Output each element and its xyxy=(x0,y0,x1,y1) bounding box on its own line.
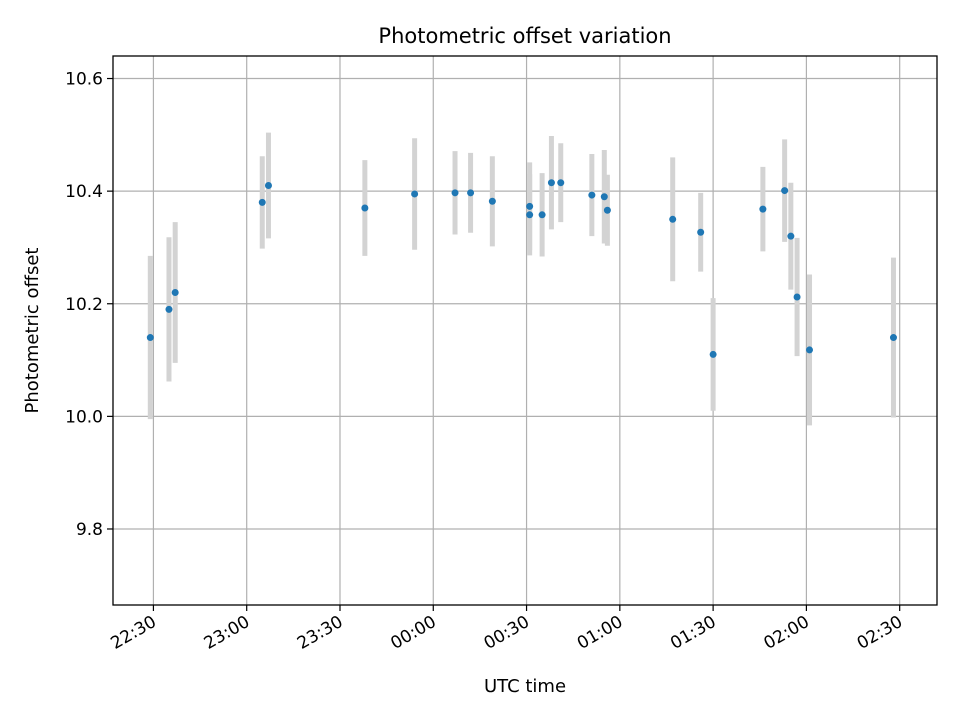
plot-frame xyxy=(112,55,938,606)
y-tick-label: 10.0 xyxy=(65,407,103,427)
data-point xyxy=(697,228,705,236)
data-point xyxy=(526,211,534,219)
data-point xyxy=(557,179,565,187)
data-point xyxy=(451,189,459,197)
x-tick-label: 02:00 xyxy=(760,612,812,654)
x-axis-ticks: 22:30 23:00 23:30 00:00 00:30 01:00 01:30 02:00… xyxy=(107,605,906,654)
data-point xyxy=(787,232,795,240)
data-point xyxy=(146,334,154,342)
data-point xyxy=(889,334,897,342)
y-tick-label: 10.4 xyxy=(65,182,103,202)
data-point xyxy=(488,197,496,205)
data-point xyxy=(759,205,767,213)
x-tick-label: 22:30 xyxy=(107,612,159,654)
data-point xyxy=(264,182,272,190)
data-point xyxy=(526,202,534,210)
data-point xyxy=(588,191,596,199)
x-tick-label: 00:00 xyxy=(387,612,439,654)
x-tick-label: 02:30 xyxy=(854,612,906,654)
x-axis-label: UTC time xyxy=(484,676,566,697)
x-tick-label: 23:00 xyxy=(201,612,253,654)
data-point xyxy=(361,204,369,212)
chart-title: Photometric offset variation xyxy=(378,24,671,48)
x-tick-label: 23:30 xyxy=(294,612,346,654)
y-axis-ticks: 9.8 10.0 10.2 10.4 10.6 xyxy=(65,70,113,540)
data-point xyxy=(781,187,789,195)
data-point xyxy=(806,346,814,354)
data-point xyxy=(793,293,801,301)
y-axis-label: Photometric offset xyxy=(22,248,43,414)
y-tick-label: 10.6 xyxy=(65,70,103,90)
x-tick-label: 01:30 xyxy=(667,612,719,654)
data-points xyxy=(146,179,897,358)
data-point xyxy=(165,305,173,313)
data-point xyxy=(709,350,717,358)
data-point xyxy=(603,206,611,214)
x-tick-label: 00:30 xyxy=(481,612,533,654)
data-point xyxy=(547,179,555,187)
data-point xyxy=(467,189,475,197)
y-tick-label: 10.2 xyxy=(65,295,103,315)
error-bars xyxy=(147,132,896,426)
data-point xyxy=(600,193,608,201)
y-tick-label: 9.8 xyxy=(76,520,103,540)
data-point xyxy=(258,198,266,206)
data-point xyxy=(411,190,419,198)
data-point xyxy=(538,211,546,219)
x-tick-label: 01:00 xyxy=(574,612,626,654)
data-point xyxy=(171,288,179,296)
data-point xyxy=(669,215,677,223)
grid xyxy=(113,56,937,605)
